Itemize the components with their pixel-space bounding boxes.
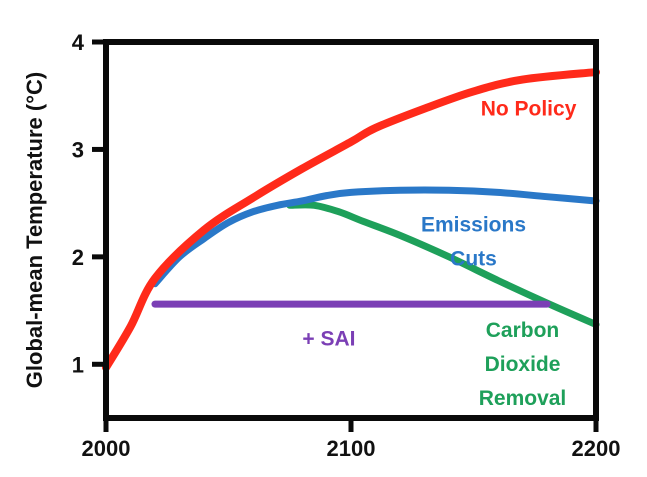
y-tick-label: 3 [72,137,84,162]
series-layer [102,68,600,372]
series-label-sai: + SAI [302,328,355,351]
series-label-line: Carbon [486,319,560,342]
series-label-line: No Policy [481,98,577,121]
series-label-line: Emissions [421,214,526,237]
x-tick-label: 2100 [327,436,376,461]
y-tick-label: 2 [72,245,84,270]
series-label-line: Dioxide [485,353,561,376]
x-tick-label: 2200 [572,436,621,461]
series-label-line: Cuts [450,248,497,271]
axis-ticks: 1 2 3 4 2000 2100 2200 [72,30,621,461]
series-label-line: Removal [479,387,567,410]
y-tick-label: 1 [72,352,84,377]
series-label-carbon-dioxide-removal: Carbon Dioxide Removal [479,319,567,410]
series-line-no-policy [102,68,600,372]
y-tick-label: 4 [72,30,85,55]
series-labels: No Policy Emissions Cuts Carbon Dioxide Remov… [302,98,576,410]
y-axis-label: Global-mean Temperature (°C) [22,72,47,388]
series-label-line: + SAI [302,328,355,351]
series-label-no-policy: No Policy [481,98,577,121]
series-label-emissions-cuts: Emissions Cuts [421,214,526,271]
series-line-carbon-dioxide-removal [286,201,600,329]
x-tick-label: 2000 [82,436,131,461]
series-line-emissions-cuts [151,186,600,288]
